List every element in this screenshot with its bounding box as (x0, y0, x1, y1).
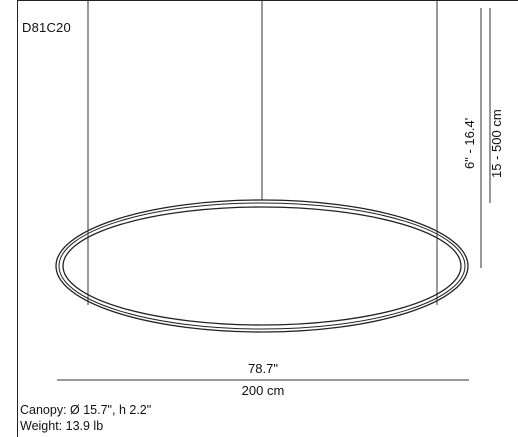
frame-border-left (17, 0, 18, 437)
ring-luminaire (55, 199, 469, 333)
ring-outer-edge (55, 199, 469, 333)
frame-border-top (17, 0, 518, 1)
product-code: D81C20 (22, 20, 71, 35)
width-cm-label: 200 cm (242, 383, 285, 398)
canopy-spec: Canopy: Ø 15.7", h 2.2" (20, 403, 152, 417)
ring-mid-edge (58, 202, 466, 330)
height-cm-label: 15 - 500 cm (489, 109, 504, 178)
ring-inner-edge (62, 206, 462, 326)
width-inches-label: 78.7" (248, 361, 278, 376)
height-inches-label: 6" - 16.4' (462, 118, 477, 169)
weight-spec: Weight: 13.9 lb (20, 419, 104, 433)
